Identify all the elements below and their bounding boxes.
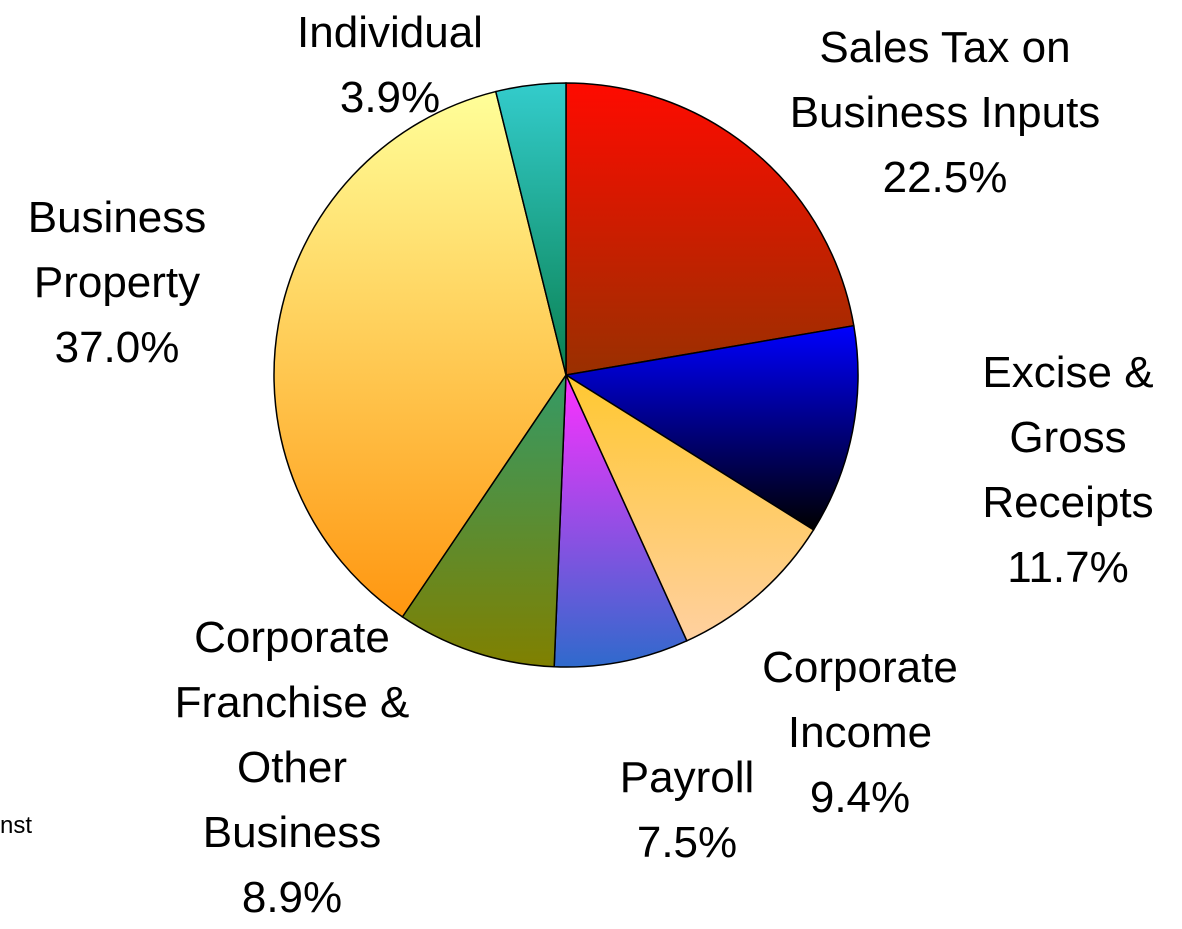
slice-label: Business Property 37.0% [0,185,237,380]
slice-name: Corporate Income [762,643,958,757]
pie-slice [273,90,567,618]
cropped-text: nst [0,812,33,839]
slice-value: 37.0% [54,323,180,372]
slice-label: Corporate Income 9.4% [730,635,990,830]
slice-name: Business Property [27,193,207,307]
slice-name: Payroll [619,753,755,802]
slice-value: 22.5% [882,153,1008,202]
slice-name: Individual [297,8,483,57]
slice-value: 8.9% [241,873,343,922]
slice-name: Corporate Franchise & Other Business [174,613,410,857]
slice-label: Excise & Gross Receipts 11.7% [958,340,1178,600]
slice-value: 3.9% [339,73,441,122]
slice-value: 7.5% [636,818,738,867]
slice-label: Individual 3.9% [260,0,520,130]
slice-name: Excise & Gross Receipts [982,348,1154,527]
pie-slice [563,324,859,531]
slice-label: Payroll 7.5% [597,745,777,875]
slice-label: Sales Tax on Business Inputs 22.5% [780,15,1110,210]
pie-slice [494,82,567,376]
slice-label: Corporate Franchise & Other Business 8.9% [142,605,442,929]
slice-value: 9.4% [809,773,911,822]
slice-value: 11.7% [1007,543,1129,592]
pie-slice [553,374,688,668]
pie-slice [401,372,567,668]
pie-slice [565,82,855,376]
slice-name: Sales Tax on Business Inputs [789,23,1101,137]
pie-slice [564,373,815,642]
